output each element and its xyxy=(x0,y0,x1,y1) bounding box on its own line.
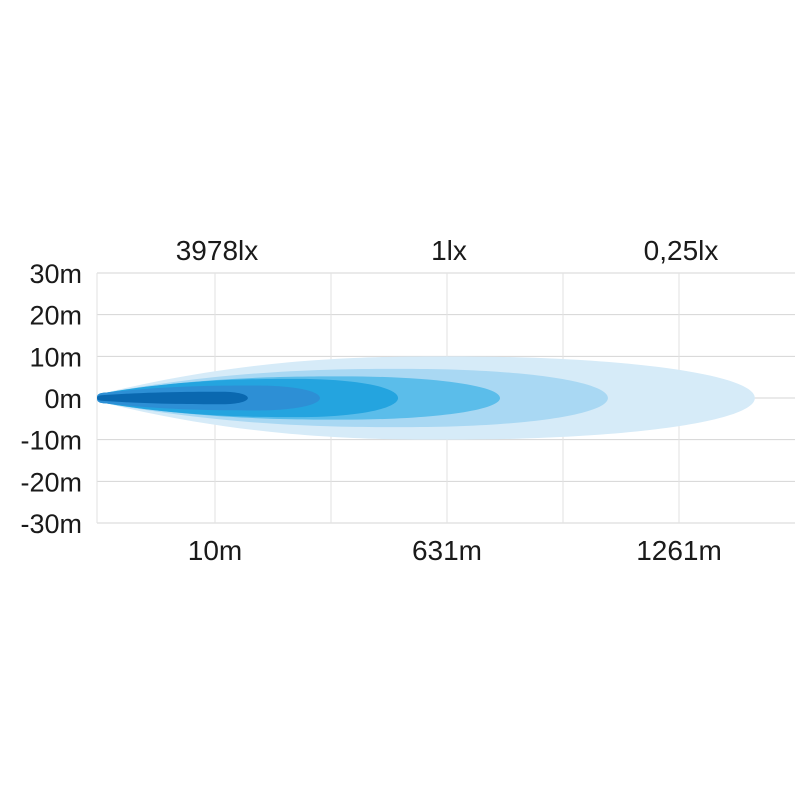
y-tick-label: 0m xyxy=(44,384,82,414)
y-tick-label: -20m xyxy=(20,467,82,497)
beam-contour-6 xyxy=(97,391,248,405)
y-tick-label: 10m xyxy=(29,342,82,372)
x-tick-label: 631m xyxy=(412,535,482,566)
y-tick-label: -10m xyxy=(20,426,82,456)
illuminance-label: 3978lx xyxy=(176,235,259,266)
x-tick-label: 1261m xyxy=(636,535,722,566)
y-tick-label: -30m xyxy=(20,509,82,539)
illuminance-label: 1lx xyxy=(431,235,467,266)
illuminance-label: 0,25lx xyxy=(644,235,719,266)
y-tick-label: 30m xyxy=(29,259,82,289)
y-tick-label: 20m xyxy=(29,301,82,331)
x-tick-label: 10m xyxy=(188,535,242,566)
